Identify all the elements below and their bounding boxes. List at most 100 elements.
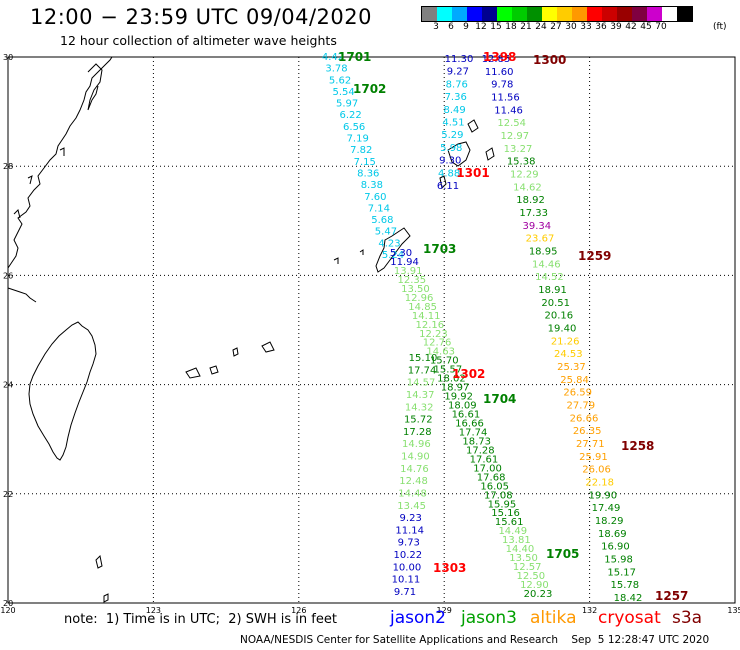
wave-height-reading: 10.00 <box>393 562 422 573</box>
wave-height-reading: 12.85 <box>482 54 511 65</box>
map-title: 12:00 − 23:59 UTC 09/04/2020 <box>30 5 373 29</box>
wave-height-reading: 19.92 <box>444 392 473 403</box>
wave-height-reading: 6.22 <box>340 110 362 121</box>
wave-height-reading: 8.49 <box>443 105 465 116</box>
colorbar-swatch <box>662 7 677 21</box>
wave-height-reading: 18.02 <box>437 374 466 385</box>
colorbar-tick-label: 70 <box>655 22 667 32</box>
wave-height-reading: 12.16 <box>416 320 445 331</box>
wave-height-reading: 5.47 <box>375 227 397 238</box>
wave-height-reading: 26.06 <box>582 465 611 476</box>
pass-time-label: 1259 <box>578 249 611 263</box>
wave-height-reading: 13.45 <box>397 501 426 512</box>
pass-time-label: 1701 <box>338 50 371 64</box>
wave-height-reading: 11.94 <box>390 257 419 268</box>
wave-height-reading: 14.63 <box>426 347 455 358</box>
colorbar-tick-label: 27 <box>550 22 562 32</box>
colorbar-tick-label: 33 <box>580 22 592 32</box>
lat-tick-label: 24 <box>3 381 13 390</box>
wave-height-reading: 6.56 <box>343 122 365 133</box>
wave-height-colorbar <box>421 6 693 22</box>
wave-height-reading: 8.38 <box>361 180 383 191</box>
wave-height-reading: 27.71 <box>576 439 605 450</box>
wave-height-reading: 20.23 <box>524 589 553 600</box>
colorbar-swatch <box>482 7 497 21</box>
wave-height-reading: 17.68 <box>477 472 506 483</box>
wave-height-reading: 26.35 <box>573 426 602 437</box>
wave-height-reading: 17.74 <box>459 427 488 438</box>
wave-height-reading: 9.23 <box>400 513 422 524</box>
wave-height-reading: 13.91 <box>394 266 423 277</box>
colorbar-swatch <box>632 7 647 21</box>
colorbar-swatch <box>572 7 587 21</box>
wave-height-reading: 4.42 <box>322 52 344 63</box>
colorbar-swatch <box>497 7 512 21</box>
colorbar-tick-label: 21 <box>520 22 532 32</box>
wave-height-reading: 12.97 <box>501 131 530 142</box>
wave-height-reading: 12.90 <box>520 580 549 591</box>
colorbar-swatch <box>647 7 662 21</box>
wave-height-reading: 18.42 <box>614 593 643 604</box>
wave-height-reading: 16.66 <box>455 419 484 430</box>
wave-height-reading: 17.33 <box>519 208 548 219</box>
wave-height-reading: 14.52 <box>535 272 564 283</box>
wave-height-reading: 10.22 <box>394 550 423 561</box>
wave-height-reading: 11.60 <box>485 67 514 78</box>
wave-height-reading: 18.91 <box>538 285 567 296</box>
wave-height-reading: 5.24 <box>382 250 404 261</box>
wave-height-reading: 15.38 <box>507 157 536 168</box>
wave-height-reading: 15.70 <box>430 356 459 367</box>
colorbar-tick-label: 30 <box>565 22 577 32</box>
wave-height-reading: 25.84 <box>560 375 589 386</box>
wave-height-reading: 17.28 <box>403 427 432 438</box>
wave-height-reading: 10.11 <box>392 575 421 586</box>
colorbar-swatch <box>677 7 692 21</box>
wave-height-reading: 11.56 <box>491 93 520 104</box>
wave-height-reading: 17.28 <box>466 445 495 456</box>
pass-time-label: 1258 <box>621 439 654 453</box>
wave-height-reading: 12.35 <box>397 275 426 286</box>
wave-height-reading: 17.49 <box>592 503 621 514</box>
axis-tick-labels: 120 123 126 129 132 135 30 28 26 24 22 20 <box>0 53 740 615</box>
wave-height-reading: 14.85 <box>408 302 437 313</box>
wave-height-reading: 25.91 <box>579 452 608 463</box>
wave-height-reading: 14.76 <box>400 464 429 475</box>
pass-time-label: 1257 <box>655 589 688 603</box>
wave-height-reading: 15.17 <box>607 567 636 578</box>
wave-height-reading: 15.61 <box>495 517 524 528</box>
china-coast <box>7 56 113 269</box>
wave-height-reading: 12.23 <box>419 329 448 340</box>
colorbar-tick-label: 15 <box>490 22 502 32</box>
wave-height-reading: 14.96 <box>402 439 431 450</box>
legend-item-altika: altika <box>530 608 577 628</box>
colorbar-tick-label: 9 <box>463 22 469 32</box>
wave-height-reading: 18.69 <box>598 529 627 540</box>
wave-height-reading: 14.46 <box>532 259 561 270</box>
wave-height-reading: 15.10 <box>409 353 438 364</box>
wave-height-reading: 14.90 <box>401 452 430 463</box>
pass-time-label: 1704 <box>483 392 516 406</box>
wave-height-reading: 11.14 <box>395 525 424 536</box>
wave-height-reading: 24.53 <box>554 349 583 360</box>
wave-height-reading: 11.30 <box>445 54 474 65</box>
wave-height-reading: 5.98 <box>440 143 462 154</box>
wave-height-reading: 7.60 <box>364 192 386 203</box>
wave-height-reading: 12.54 <box>497 118 526 129</box>
colorbar-tick-label: 24 <box>535 22 547 32</box>
wave-height-reading: 14.49 <box>498 526 527 537</box>
wave-height-reading: 14.62 <box>513 182 542 193</box>
wave-height-reading: 15.78 <box>611 580 640 591</box>
wave-height-reading: 39.34 <box>523 221 552 232</box>
amami-coast <box>447 141 471 167</box>
pass-time-label: 1705 <box>546 547 579 561</box>
wave-height-reading: 20.51 <box>541 298 570 309</box>
wave-height-reading: 14.37 <box>406 390 435 401</box>
wave-height-reading: 18.92 <box>516 195 545 206</box>
pass-time-label: 1301 <box>456 166 489 180</box>
wave-height-reading: 4.51 <box>442 118 464 129</box>
wave-height-reading: 16.61 <box>452 410 481 421</box>
wave-height-reading: 19.90 <box>589 490 618 501</box>
wave-height-reading: 23.67 <box>526 234 555 245</box>
colorbar-tick-label: 3 <box>433 22 439 32</box>
colorbar-tick-label: 39 <box>610 22 622 32</box>
